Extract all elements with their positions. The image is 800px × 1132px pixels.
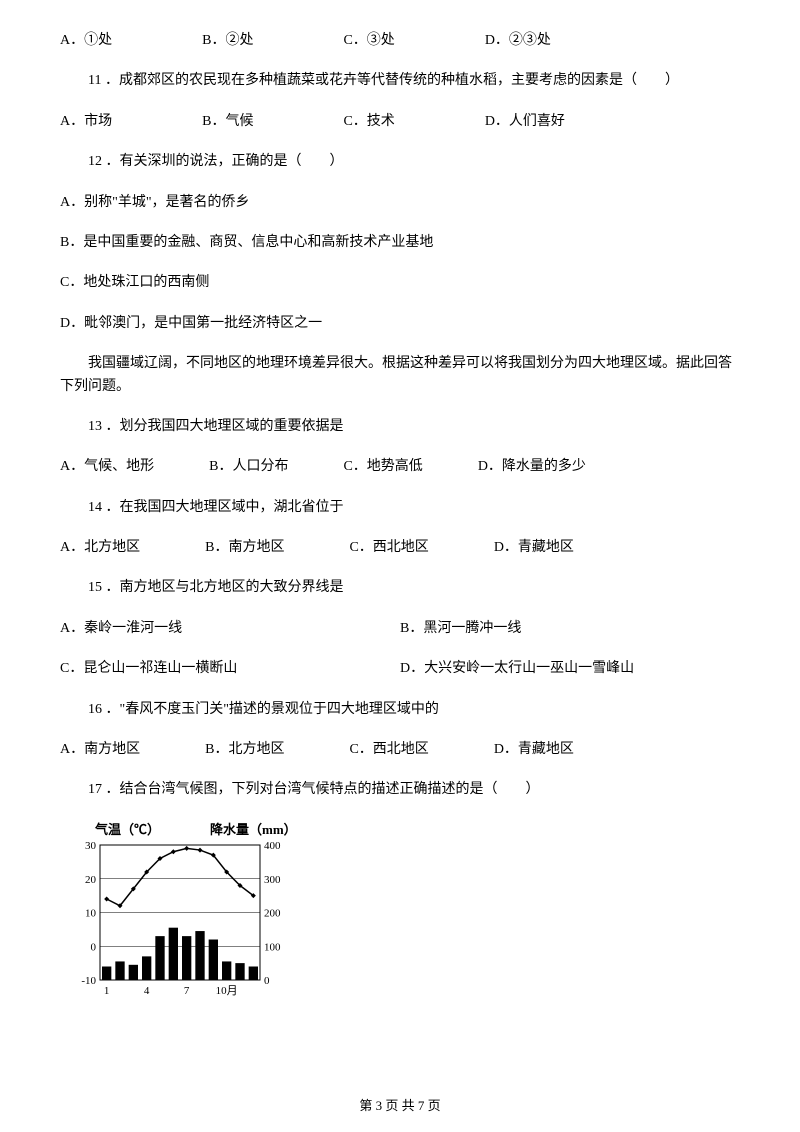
q15-option-d: D．大兴安岭一太行山一巫山一雪峰山	[400, 658, 740, 680]
q15-options-row2: C．昆仑山一祁连山一横断山 D．大兴安岭一太行山一巫山一雪峰山	[60, 658, 740, 680]
q11-options: A．市场 B．气候 C．技术 D．人们喜好	[60, 111, 740, 133]
q12-option-d: D．毗邻澳门，是中国第一批经济特区之一	[60, 313, 740, 335]
q11-option-b: B．气候	[202, 111, 253, 133]
svg-text:10月: 10月	[216, 985, 238, 997]
svg-text:200: 200	[264, 907, 281, 919]
q15-options-row1: A．秦岭一淮河一线 B．黑河一腾冲一线	[60, 618, 740, 640]
q15-option-b: B．黑河一腾冲一线	[400, 618, 740, 640]
svg-text:30: 30	[85, 840, 97, 852]
svg-text:气温（℃）: 气温（℃）	[95, 822, 160, 837]
q10-option-d: D．②③处	[485, 30, 551, 52]
q16-text: 16 ．"春风不度玉门关"描述的景观位于四大地理区域中的	[60, 699, 740, 721]
q10-options: A．①处 B．②处 C．③处 D．②③处	[60, 30, 740, 52]
q12-option-b: B．是中国重要的金融、商贸、信息中心和高新技术产业基地	[60, 232, 740, 254]
q14-option-d: D．青藏地区	[494, 537, 574, 559]
q13-option-a: A．气候、地形	[60, 456, 154, 478]
svg-text:20: 20	[85, 874, 97, 886]
page-footer: 第 3 页 共 7 页	[0, 1096, 800, 1117]
q14-option-a: A．北方地区	[60, 537, 140, 559]
q15-option-c: C．昆仑山一祁连山一横断山	[60, 658, 400, 680]
q13-text: 13 ．划分我国四大地理区域的重要依据是	[60, 416, 740, 438]
q13-option-b: B．人口分布	[209, 456, 288, 478]
q16-options: A．南方地区 B．北方地区 C．西北地区 D．青藏地区	[60, 739, 740, 761]
q11-option-c: C．技术	[343, 111, 394, 133]
svg-text:10: 10	[85, 907, 97, 919]
svg-text:300: 300	[264, 874, 281, 886]
svg-text:降水量（mm）: 降水量（mm）	[210, 822, 295, 837]
q15-text: 15 ．南方地区与北方地区的大致分界线是	[60, 577, 740, 599]
q10-option-b: B．②处	[202, 30, 253, 52]
passage-1: 我国疆域辽阔，不同地区的地理环境差异很大。根据这种差异可以将我国划分为四大地理区…	[60, 353, 740, 398]
climate-chart: 气温（℃）降水量（mm）-100102030010020030040014710…	[65, 820, 740, 1013]
q16-option-d: D．青藏地区	[494, 739, 574, 761]
q12-option-c: C．地处珠江口的西南侧	[60, 272, 740, 294]
svg-text:0: 0	[91, 941, 97, 953]
q14-options: A．北方地区 B．南方地区 C．西北地区 D．青藏地区	[60, 537, 740, 559]
q14-text: 14 ．在我国四大地理区域中，湖北省位于	[60, 497, 740, 519]
q11-text: 11 ．成都郊区的农民现在多种植蔬菜或花卉等代替传统的种植水稻，主要考虑的因素是…	[60, 70, 740, 92]
svg-text:7: 7	[184, 985, 190, 997]
q11-option-d: D．人们喜好	[485, 111, 565, 133]
q13-option-c: C．地势高低	[343, 456, 422, 478]
q13-options: A．气候、地形 B．人口分布 C．地势高低 D．降水量的多少	[60, 456, 740, 478]
q14-option-c: C．西北地区	[349, 537, 428, 559]
q12-text: 12 ．有关深圳的说法，正确的是（ ）	[60, 151, 740, 173]
q16-option-b: B．北方地区	[205, 739, 284, 761]
q10-option-c: C．③处	[343, 30, 394, 52]
q13-option-d: D．降水量的多少	[478, 456, 586, 478]
q11-option-a: A．市场	[60, 111, 112, 133]
q17-text: 17 ．结合台湾气候图，下列对台湾气候特点的描述正确描述的是（ ）	[60, 779, 740, 801]
q10-option-a: A．①处	[60, 30, 112, 52]
svg-text:1: 1	[104, 985, 110, 997]
q12-option-a: A．别称"羊城"，是著名的侨乡	[60, 192, 740, 214]
climate-chart-svg: 气温（℃）降水量（mm）-100102030010020030040014710…	[65, 820, 295, 1005]
svg-text:0: 0	[264, 975, 270, 987]
svg-text:400: 400	[264, 840, 281, 852]
svg-text:-10: -10	[81, 975, 96, 987]
q16-option-a: A．南方地区	[60, 739, 140, 761]
q15-option-a: A．秦岭一淮河一线	[60, 618, 400, 640]
svg-text:4: 4	[144, 985, 150, 997]
q16-option-c: C．西北地区	[349, 739, 428, 761]
svg-text:100: 100	[264, 941, 281, 953]
q14-option-b: B．南方地区	[205, 537, 284, 559]
